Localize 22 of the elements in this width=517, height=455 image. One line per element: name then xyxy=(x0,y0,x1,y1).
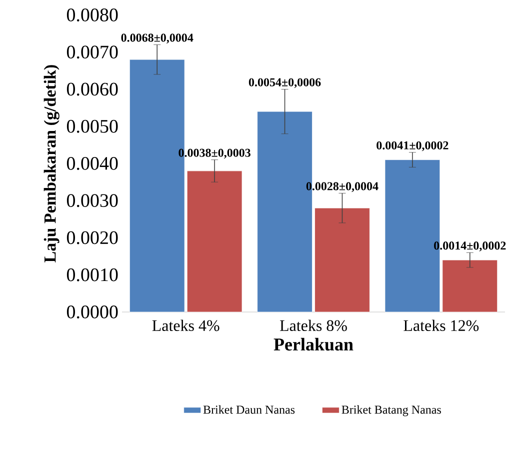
y-tick-label: 0.0010 xyxy=(66,268,118,282)
y-tick-label: 0.0020 xyxy=(66,231,118,244)
y-tick-label: 0.0040 xyxy=(66,157,118,170)
y-tick-label: 0.0060 xyxy=(66,82,118,96)
y-tick-label: 0.0050 xyxy=(66,120,118,133)
x-axis-title: Perlakuan xyxy=(274,338,354,351)
bar xyxy=(186,170,242,312)
data-label: 0.0054±0,0006 xyxy=(248,78,321,88)
bar xyxy=(314,208,370,312)
bar xyxy=(442,260,498,312)
y-tick-label: 0.0070 xyxy=(66,46,118,59)
y-tick-label: 0.0080 xyxy=(66,8,118,22)
x-tick-label: Lateks 12% xyxy=(404,320,479,332)
x-tick-label: Lateks 8% xyxy=(280,320,347,332)
data-label: 0.0068±0,0004 xyxy=(121,34,194,44)
x-tick-label: Lateks 4% xyxy=(152,320,220,332)
legend-label: Briket Batang Nanas xyxy=(342,405,441,416)
y-tick-label: 0.0000 xyxy=(66,306,118,318)
data-label: 0.0041±0,0002 xyxy=(376,141,448,152)
legend-label: Briket Daun Nanas xyxy=(203,405,295,414)
y-tick-label: 0.0030 xyxy=(66,194,118,208)
y-axis-title: Laju Pembakaran (g/detik) xyxy=(44,65,60,262)
